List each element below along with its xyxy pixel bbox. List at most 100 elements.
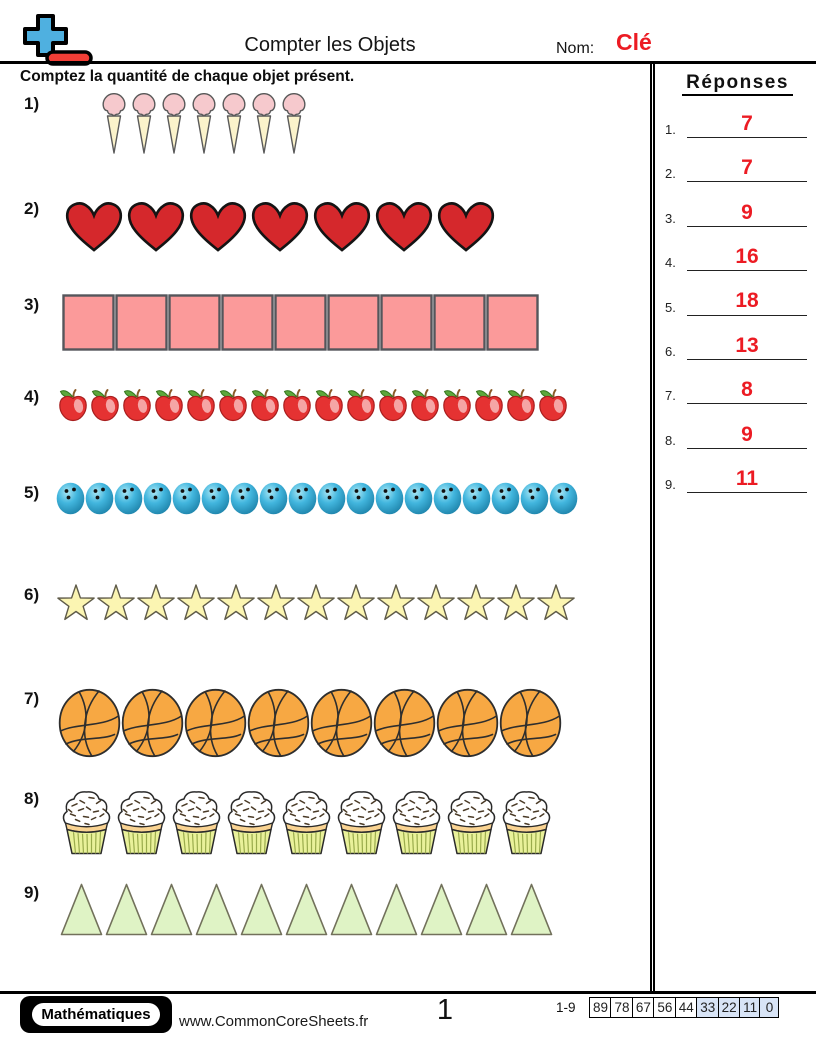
problem-number: 2) bbox=[24, 199, 40, 218]
problem-number: 5) bbox=[24, 483, 40, 502]
star-icon bbox=[256, 584, 296, 622]
answer-entry-8: 8. 9 bbox=[665, 415, 807, 449]
ice-cream-cone-icon bbox=[189, 93, 219, 157]
basketball-icon bbox=[184, 688, 247, 758]
cupcake-icon bbox=[499, 788, 554, 856]
star-icon bbox=[416, 584, 456, 622]
instruction-text: Comptez la quantité de chaque objet prés… bbox=[20, 68, 355, 85]
answers-panel: Réponses 1. 7 2. 7 3. 9 4. 16 5. 18 6. 13 7. 8 8. 9 9. 11 bbox=[650, 63, 816, 991]
star-icon bbox=[496, 584, 536, 622]
bowling-ball-icon bbox=[143, 482, 172, 515]
square-group bbox=[62, 294, 539, 351]
cupcake-icon bbox=[334, 788, 389, 856]
basketball-icon bbox=[499, 688, 562, 758]
score-cell-89: 89 bbox=[589, 997, 613, 1018]
cupcake-icon bbox=[224, 788, 279, 856]
bowling-ball-icon bbox=[172, 482, 201, 515]
apple-icon bbox=[57, 386, 89, 423]
heart-icon bbox=[311, 198, 373, 254]
apple-icon bbox=[153, 386, 185, 423]
problem-number: 1) bbox=[24, 94, 40, 113]
score-cell-44: 44 bbox=[674, 997, 698, 1018]
heart-icon bbox=[63, 198, 125, 254]
answer-value: 18 bbox=[687, 288, 807, 316]
pink-square-icon bbox=[486, 294, 539, 351]
problem-number: 4) bbox=[24, 387, 40, 406]
problem-number: 7) bbox=[24, 689, 40, 708]
apple-icon bbox=[281, 386, 313, 423]
bowling-ball-icon bbox=[56, 482, 85, 515]
triangle-icon bbox=[329, 882, 374, 937]
heart-icon bbox=[373, 198, 435, 254]
apple-icon bbox=[217, 386, 249, 423]
answer-entry-3: 3. 9 bbox=[665, 193, 807, 227]
star-icon bbox=[296, 584, 336, 622]
website-link[interactable]: www.CommonCoreSheets.fr bbox=[179, 1013, 369, 1030]
bowling-ball-icon bbox=[317, 482, 346, 515]
triangle-icon bbox=[419, 882, 464, 937]
apple-icon bbox=[473, 386, 505, 423]
basketball-icon bbox=[310, 688, 373, 758]
bowling-ball-icon bbox=[230, 482, 259, 515]
problem-row-7: 7) bbox=[24, 688, 562, 758]
page-title: Compter les Objets bbox=[244, 34, 416, 56]
problem-row-8: 8) bbox=[24, 788, 554, 856]
problem-number: 6) bbox=[24, 585, 40, 604]
apple-group bbox=[57, 386, 569, 423]
page-number: 1 bbox=[436, 994, 454, 1026]
pink-square-icon bbox=[168, 294, 221, 351]
answer-number: 8. bbox=[665, 432, 676, 448]
apple-icon bbox=[441, 386, 473, 423]
cupcake-icon bbox=[59, 788, 114, 856]
bowling-ball-icon bbox=[114, 482, 143, 515]
bowling-ball-icon bbox=[201, 482, 230, 515]
answer-number: 4. bbox=[665, 255, 676, 271]
bowling-ball-icon bbox=[491, 482, 520, 515]
pink-square-icon bbox=[221, 294, 274, 351]
problem-row-6: 6) bbox=[24, 584, 576, 622]
basketball-icon bbox=[58, 688, 121, 758]
apple-icon bbox=[505, 386, 537, 423]
star-icon bbox=[56, 584, 96, 622]
ice-cream-cone-icon bbox=[99, 93, 129, 157]
answer-entry-5: 5. 18 bbox=[665, 282, 807, 316]
answer-value: 11 bbox=[687, 466, 807, 494]
ice-cream-cone-icon bbox=[279, 93, 309, 157]
heart-icon bbox=[249, 198, 311, 254]
heart-icon bbox=[435, 198, 497, 254]
problem-number: 3) bbox=[24, 295, 40, 314]
cupcake-icon bbox=[444, 788, 499, 856]
ice-cream-cone-icon bbox=[159, 93, 189, 157]
heart-icon bbox=[125, 198, 187, 254]
pink-square-icon bbox=[274, 294, 327, 351]
apple-icon bbox=[377, 386, 409, 423]
basketball-icon bbox=[373, 688, 436, 758]
apple-icon bbox=[345, 386, 377, 423]
ice-cream-group bbox=[99, 93, 309, 157]
triangle-icon bbox=[239, 882, 284, 937]
problem-row-2: 2) bbox=[24, 198, 497, 254]
answer-number: 2. bbox=[665, 166, 676, 182]
answer-entry-9: 9. 11 bbox=[665, 459, 807, 494]
problem-row-3: 3) bbox=[24, 294, 539, 351]
triangle-icon bbox=[59, 882, 104, 937]
basketball-icon bbox=[436, 688, 499, 758]
footer-divider bbox=[0, 991, 816, 994]
answer-entry-7: 7. 8 bbox=[665, 370, 807, 405]
answer-entry-6: 6. 13 bbox=[665, 326, 807, 360]
bowling-ball-icon bbox=[433, 482, 462, 515]
basketball-icon bbox=[121, 688, 184, 758]
brand-badge: Mathématiques bbox=[20, 996, 172, 1033]
answer-value: 9 bbox=[687, 422, 807, 449]
problem-number: 9) bbox=[24, 883, 40, 902]
basketball-icon bbox=[247, 688, 310, 758]
bowling-ball-icon bbox=[288, 482, 317, 515]
bowling-ball-icon bbox=[462, 482, 491, 515]
star-icon bbox=[336, 584, 376, 622]
score-grid: 89 78 67 56 44 33 22 11 0 bbox=[589, 997, 780, 1018]
pink-square-icon bbox=[433, 294, 486, 351]
problem-row-4: 4) bbox=[24, 386, 569, 423]
bowling-ball-icon bbox=[520, 482, 549, 515]
pink-square-icon bbox=[115, 294, 168, 351]
